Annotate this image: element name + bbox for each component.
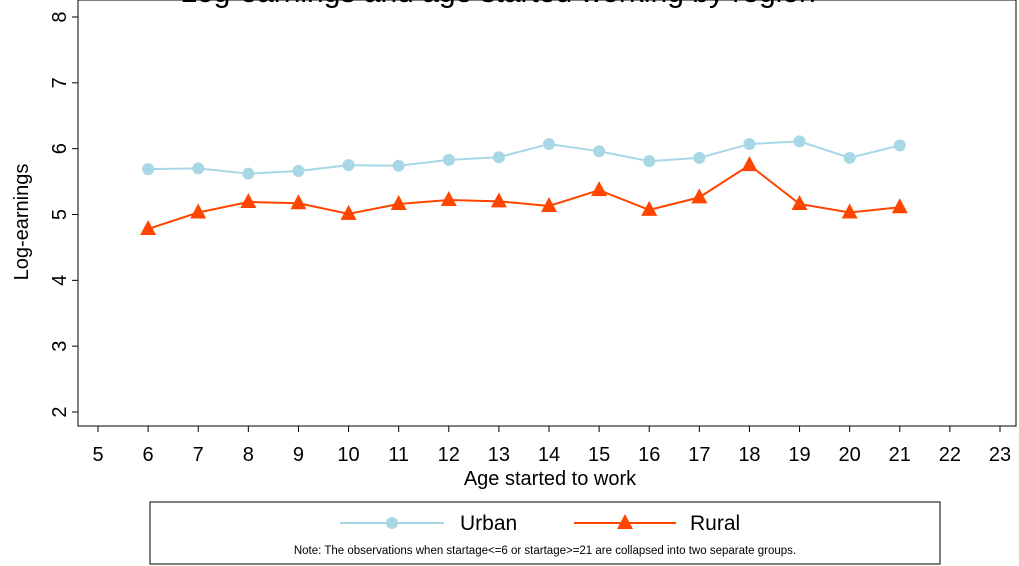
x-tick-label: 15 [588, 444, 610, 466]
data-point-urban [693, 151, 706, 164]
x-tick-label: 14 [538, 444, 560, 466]
y-tick-label: 6 [49, 143, 71, 154]
x-tick-label: 12 [438, 444, 460, 466]
data-point-rural [440, 191, 457, 207]
data-point-urban [292, 165, 305, 178]
data-point-urban [242, 167, 255, 180]
data-point-rural [490, 192, 507, 208]
data-point-rural [541, 196, 557, 212]
data-point-rural [791, 194, 808, 210]
legend-box [149, 501, 941, 565]
y-axis-label: Log-earnings [11, 164, 33, 281]
y-tick-label: 3 [49, 341, 71, 352]
legend-marker-rural [617, 514, 633, 529]
series-layer [140, 135, 908, 235]
data-point-rural [140, 219, 157, 235]
data-point-urban [142, 163, 155, 176]
x-tick-label: 18 [738, 444, 760, 466]
plot-area [77, 0, 1017, 427]
y-tick-label: 2 [49, 406, 71, 417]
data-point-urban [893, 139, 906, 152]
data-point-rural [290, 194, 307, 210]
x-tick-label: 8 [243, 444, 254, 466]
data-point-rural [340, 204, 357, 220]
data-point-urban [593, 145, 606, 158]
x-tick-label: 13 [488, 444, 510, 466]
x-tick-label: 23 [989, 444, 1011, 466]
data-point-rural [841, 203, 858, 219]
x-tick-label: 19 [788, 444, 810, 466]
x-tick-label: 6 [143, 444, 154, 466]
x-tick-label: 10 [337, 444, 359, 466]
data-point-rural [641, 200, 658, 216]
y-tick-label: 7 [49, 77, 71, 88]
x-tick-label: 5 [92, 444, 103, 466]
data-point-urban [543, 138, 555, 151]
data-point-rural [240, 192, 257, 208]
x-tick-label: 11 [388, 444, 409, 466]
x-tick-label: 22 [939, 444, 961, 466]
chart-note: Note: The observations when startage<=6 … [294, 545, 796, 557]
legend-marker-urban [386, 517, 398, 529]
data-point-rural [591, 181, 608, 197]
data-point-rural [390, 194, 407, 210]
y-tick-label: 5 [49, 209, 71, 220]
x-tick-label: 7 [193, 444, 204, 466]
y-tick-label: 8 [49, 11, 71, 22]
data-point-urban [392, 159, 405, 172]
x-tick-label: 20 [839, 444, 861, 466]
data-point-urban [843, 151, 856, 164]
y-tick-label: 4 [49, 275, 71, 286]
data-point-urban [743, 138, 756, 151]
series-line-rural [147, 163, 900, 230]
x-tick-label: 21 [889, 444, 911, 466]
data-point-rural [691, 188, 708, 204]
data-point-rural [190, 203, 207, 219]
y-axis-ticks: 2 3 4 5 6 7 8 [49, 11, 78, 418]
data-point-urban [442, 153, 455, 166]
x-axis-ticks: 5 6 7 8 9 10 11 12 13 14 15 16 17 18 19 20 21 22 23 [92, 426, 1011, 466]
x-tick-label: 17 [688, 444, 710, 466]
x-tick-label: 9 [293, 444, 304, 466]
data-point-urban [342, 159, 355, 172]
series-line-urban [148, 140, 901, 175]
legend-label-rural: Rural [690, 512, 740, 535]
data-point-urban [793, 135, 806, 148]
data-point-rural [891, 198, 908, 214]
data-point-urban [643, 155, 656, 168]
x-axis-label: Age started to work [464, 468, 637, 490]
legend-label-urban: Urban [460, 512, 517, 535]
data-point-rural [741, 156, 758, 172]
chart-title: Log-earnings and age started working by … [180, 0, 815, 9]
x-tick-label: 16 [638, 444, 660, 466]
data-point-urban [192, 162, 205, 175]
legend: Urban Rural Note: The observations when … [149, 501, 941, 565]
data-point-urban [492, 151, 505, 164]
